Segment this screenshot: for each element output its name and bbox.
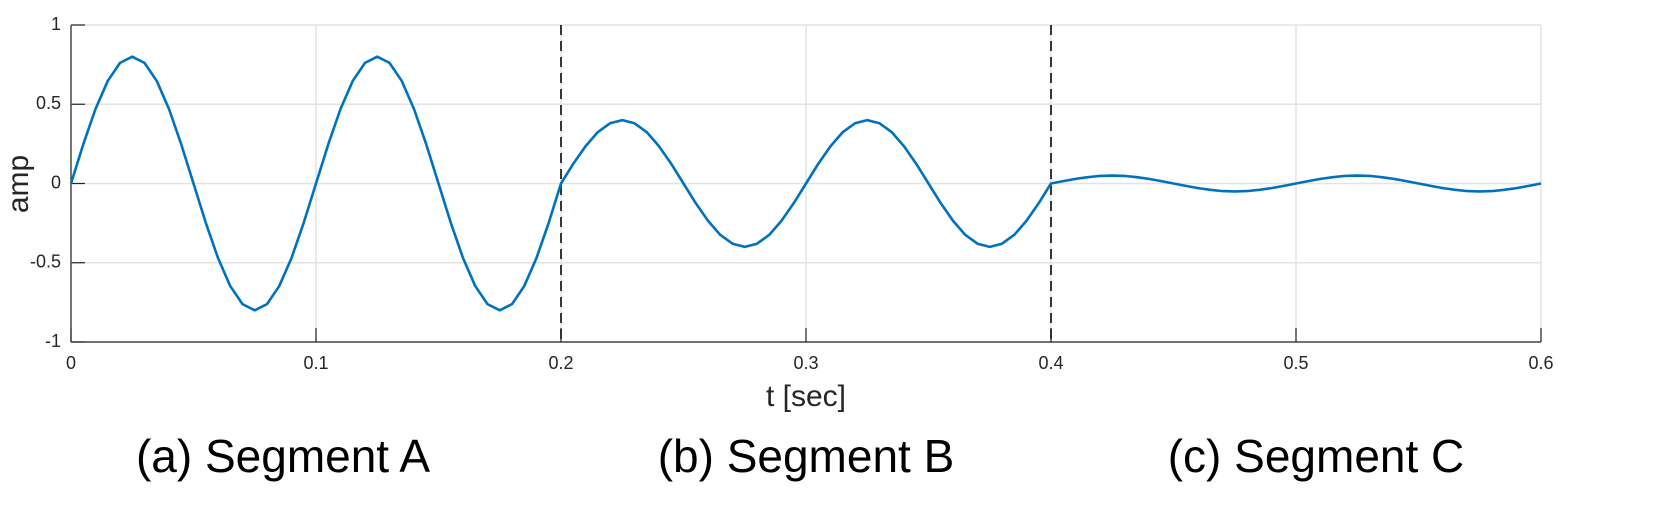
x-tick-label: 0.5 xyxy=(1283,353,1308,373)
segment-label: (a) Segment A xyxy=(136,430,430,482)
y-tick-label: -1 xyxy=(45,331,61,351)
x-tick-label: 0.4 xyxy=(1038,353,1063,373)
x-tick-label: 0 xyxy=(66,353,76,373)
x-tick-label: 0.6 xyxy=(1528,353,1553,373)
y-tick-label: 0.5 xyxy=(36,93,61,113)
x-axis-label: t [sec] xyxy=(766,380,846,413)
segment-label: (b) Segment B xyxy=(658,430,955,482)
y-tick-label: 0 xyxy=(51,172,61,192)
data-line xyxy=(69,55,1542,312)
y-axis-label: amp xyxy=(2,155,35,213)
x-tick-label: 0.2 xyxy=(548,353,573,373)
segment-label: (c) Segment C xyxy=(1168,430,1465,482)
y-tick-label: -0.5 xyxy=(30,252,61,272)
y-tick-label: 1 xyxy=(51,14,61,34)
x-tick-label: 0.3 xyxy=(793,353,818,373)
x-tick-label: 0.1 xyxy=(303,353,328,373)
